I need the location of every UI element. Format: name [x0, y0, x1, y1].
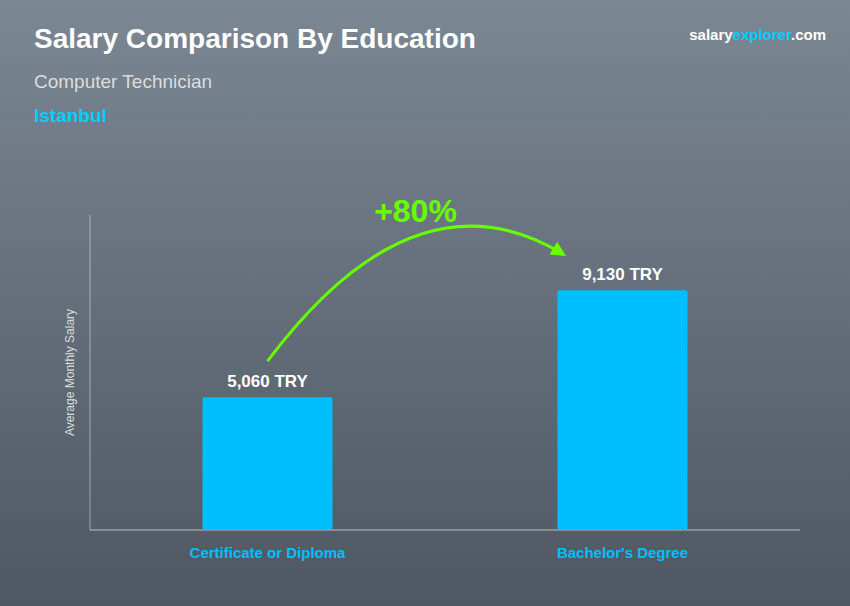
change-label: +80% — [374, 193, 457, 229]
y-axis-label: Average Monthly Salary — [63, 309, 77, 436]
watermark-part: explorer — [733, 26, 792, 43]
city: Istanbul — [34, 105, 107, 126]
bars — [203, 290, 688, 530]
watermark-part: .com — [791, 26, 826, 43]
title: Salary Comparison By Education — [34, 23, 476, 54]
background — [0, 0, 850, 606]
x-tick-label: Certificate or Diploma — [190, 544, 347, 561]
chart: Salary Comparison By Education Computer T… — [0, 0, 850, 606]
bar — [203, 397, 333, 530]
data-label: 9,130 TRY — [582, 265, 663, 284]
watermark: salaryexplorer.com — [689, 26, 826, 43]
x-axis-line — [90, 530, 800, 531]
bar — [558, 290, 688, 530]
data-label: 5,060 TRY — [227, 372, 308, 391]
x-tick-label: Bachelor's Degree — [557, 544, 688, 561]
watermark-part: salary — [689, 26, 733, 43]
y-axis-line — [90, 215, 91, 530]
subtitle: Computer Technician — [34, 71, 212, 92]
chart-container: Salary Comparison By Education Computer T… — [0, 0, 850, 606]
change-arrow — [268, 226, 564, 361]
